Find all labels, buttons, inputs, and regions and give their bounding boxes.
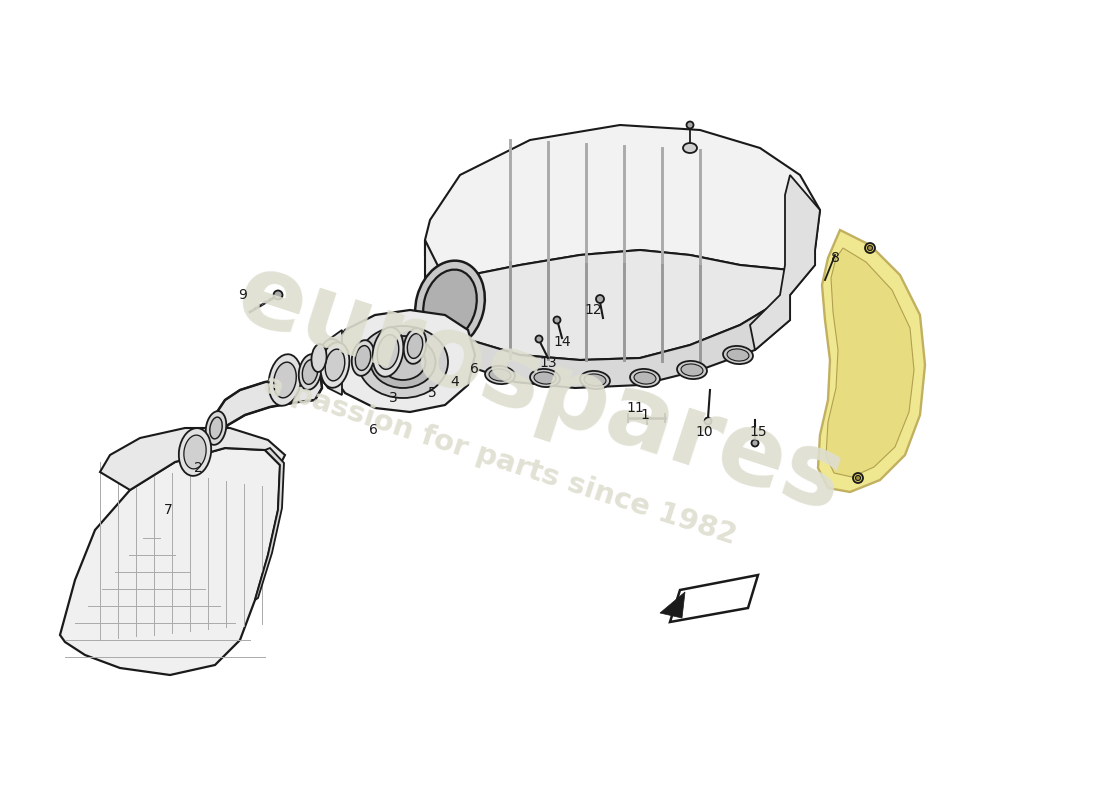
Text: 13: 13	[539, 356, 557, 370]
Polygon shape	[100, 428, 285, 490]
Polygon shape	[330, 310, 475, 412]
Text: 9: 9	[239, 288, 248, 302]
Ellipse shape	[852, 473, 864, 483]
Text: 4: 4	[451, 375, 460, 389]
Text: 10: 10	[695, 425, 713, 439]
Polygon shape	[670, 575, 758, 622]
Polygon shape	[425, 125, 820, 275]
Ellipse shape	[274, 290, 283, 299]
Text: 11: 11	[626, 401, 644, 415]
Ellipse shape	[584, 374, 606, 386]
Ellipse shape	[274, 362, 296, 398]
Ellipse shape	[179, 428, 211, 476]
Ellipse shape	[534, 372, 556, 384]
Ellipse shape	[206, 411, 227, 445]
Ellipse shape	[373, 327, 404, 377]
Ellipse shape	[326, 349, 344, 381]
Ellipse shape	[727, 349, 749, 361]
Polygon shape	[214, 345, 322, 440]
Polygon shape	[318, 330, 342, 395]
Ellipse shape	[318, 339, 346, 387]
Ellipse shape	[184, 435, 206, 469]
Ellipse shape	[553, 317, 561, 323]
Text: 12: 12	[584, 303, 602, 317]
Polygon shape	[660, 592, 685, 618]
Text: 6: 6	[368, 423, 377, 437]
Ellipse shape	[299, 354, 321, 390]
Polygon shape	[255, 448, 284, 600]
Ellipse shape	[683, 143, 697, 153]
Ellipse shape	[681, 364, 703, 376]
Text: 8: 8	[830, 251, 839, 265]
Ellipse shape	[268, 354, 301, 406]
Ellipse shape	[865, 243, 874, 253]
Text: 1: 1	[640, 408, 649, 422]
Text: 6: 6	[470, 362, 478, 376]
Ellipse shape	[323, 346, 341, 380]
Ellipse shape	[490, 369, 512, 381]
Ellipse shape	[536, 335, 542, 342]
Ellipse shape	[634, 372, 656, 384]
Polygon shape	[826, 248, 914, 477]
Ellipse shape	[723, 346, 754, 364]
Ellipse shape	[210, 417, 222, 439]
Text: a passion for parts since 1982: a passion for parts since 1982	[260, 370, 740, 550]
Ellipse shape	[407, 334, 422, 358]
Ellipse shape	[485, 366, 515, 384]
Text: eurospares: eurospares	[224, 246, 856, 534]
Ellipse shape	[596, 295, 604, 303]
Polygon shape	[425, 240, 815, 360]
Ellipse shape	[302, 360, 318, 384]
Ellipse shape	[355, 346, 371, 370]
Ellipse shape	[415, 261, 485, 350]
Ellipse shape	[311, 344, 327, 372]
Ellipse shape	[371, 336, 436, 388]
Polygon shape	[440, 295, 790, 388]
Ellipse shape	[358, 326, 448, 398]
Ellipse shape	[381, 344, 426, 380]
Text: 15: 15	[749, 425, 767, 439]
Polygon shape	[818, 230, 925, 492]
Ellipse shape	[377, 334, 399, 370]
Ellipse shape	[320, 342, 350, 388]
Ellipse shape	[404, 328, 427, 364]
Ellipse shape	[704, 418, 712, 425]
Text: 2: 2	[194, 461, 202, 475]
Ellipse shape	[856, 475, 860, 481]
Ellipse shape	[676, 361, 707, 379]
Text: 3: 3	[388, 391, 397, 405]
Ellipse shape	[686, 122, 693, 129]
Ellipse shape	[868, 246, 872, 250]
Ellipse shape	[630, 369, 660, 387]
Text: 5: 5	[428, 386, 437, 400]
Ellipse shape	[424, 270, 476, 341]
Ellipse shape	[530, 369, 560, 387]
Text: 14: 14	[553, 335, 571, 349]
Polygon shape	[60, 448, 280, 675]
Polygon shape	[750, 175, 820, 350]
Ellipse shape	[352, 340, 374, 376]
Ellipse shape	[580, 371, 611, 389]
Ellipse shape	[751, 439, 759, 446]
Text: 7: 7	[164, 503, 173, 517]
